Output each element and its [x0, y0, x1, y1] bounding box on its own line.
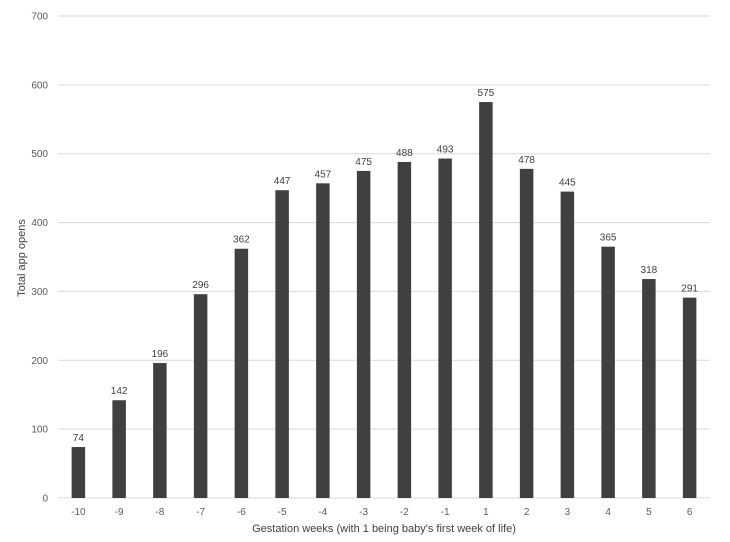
- data-labels: 74 142 196 296 362 447 457 475 488 493 575 478 445 36…: [73, 88, 699, 444]
- x-tick-labels: -10 -9 -8 -7 -6 -5 -4 -3 -2 -1 1 2 3 4 5 6: [71, 507, 693, 518]
- y-tick-label: 600: [31, 80, 48, 91]
- y-tick-labels: 0 100 200 300 400 500 600 700: [31, 12, 48, 505]
- data-label: 493: [437, 145, 454, 156]
- y-tick-label: 400: [31, 218, 48, 229]
- bar: [479, 102, 493, 499]
- y-tick-label: 100: [31, 425, 48, 436]
- bar: [356, 170, 371, 498]
- data-label: 362: [233, 235, 250, 246]
- data-label: 291: [681, 284, 698, 295]
- data-label: 74: [73, 433, 85, 444]
- bar: [193, 294, 208, 498]
- x-tick-label: -8: [155, 507, 164, 518]
- data-label: 488: [396, 148, 413, 159]
- bars: [71, 102, 697, 499]
- bar: [438, 158, 452, 498]
- bar: [560, 191, 575, 499]
- data-label: 475: [355, 157, 372, 168]
- data-label: 478: [518, 155, 535, 166]
- x-tick-label: -5: [278, 507, 287, 518]
- bar: [601, 246, 615, 498]
- bar: [71, 447, 86, 498]
- data-label: 318: [641, 265, 658, 276]
- data-label: 575: [478, 88, 495, 99]
- x-tick-label: 6: [687, 507, 693, 518]
- y-tick-label: 700: [31, 12, 48, 23]
- y-axis-title: Total app opens: [16, 219, 28, 297]
- bar: [316, 183, 330, 498]
- data-label: 196: [152, 349, 169, 360]
- x-tick-label: -4: [318, 507, 327, 518]
- data-label: 365: [600, 233, 617, 244]
- bar: [642, 279, 656, 498]
- bar: [397, 161, 412, 498]
- x-tick-label: 4: [605, 507, 611, 518]
- x-tick-label: -10: [71, 507, 86, 518]
- x-tick-label: 2: [524, 507, 530, 518]
- data-label: 445: [559, 178, 576, 189]
- x-tick-label: -1: [441, 507, 450, 518]
- bar: [519, 168, 534, 498]
- bar: [112, 400, 126, 498]
- gridlines: [58, 15, 710, 499]
- x-tick-label: -9: [115, 507, 124, 518]
- bar: [234, 248, 249, 498]
- data-label: 447: [274, 176, 291, 187]
- data-label: 457: [315, 169, 332, 180]
- x-tick-label: -7: [196, 507, 205, 518]
- y-tick-label: 0: [42, 494, 48, 505]
- x-tick-label: 1: [483, 507, 489, 518]
- bar: [153, 363, 167, 498]
- y-tick-label: 200: [31, 356, 48, 367]
- y-tick-label: 300: [31, 287, 48, 298]
- x-tick-label: -3: [359, 507, 368, 518]
- x-tick-label: 3: [565, 507, 571, 518]
- bar: [275, 190, 289, 499]
- x-tick-label: -6: [237, 507, 246, 518]
- x-tick-label: -2: [400, 507, 409, 518]
- x-tick-label: 5: [646, 507, 652, 518]
- data-label: 296: [192, 280, 209, 291]
- x-axis-title: Gestation weeks (with 1 being baby's fir…: [252, 523, 516, 535]
- data-label: 142: [111, 386, 128, 397]
- y-tick-label: 500: [31, 149, 48, 160]
- bar: [682, 297, 697, 498]
